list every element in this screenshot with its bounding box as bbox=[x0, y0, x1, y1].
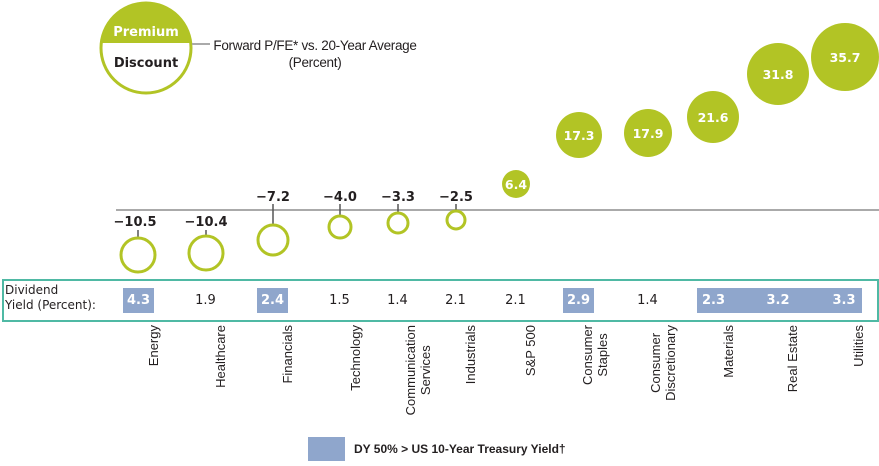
dividend-yield-label-line2: Yield (Percent): bbox=[5, 298, 96, 312]
bubble-materials: 21.6 bbox=[687, 91, 739, 143]
discount-label: Discount bbox=[114, 56, 178, 71]
category-line: Utilities bbox=[851, 325, 866, 367]
dy-cell-real-estate: 3.2 bbox=[730, 288, 826, 313]
category-line: Services bbox=[418, 345, 433, 396]
bubble-healthcare: −10.4 bbox=[185, 215, 228, 272]
bubble-sp500: 6.4 bbox=[502, 170, 530, 198]
category-line: Healthcare bbox=[213, 325, 228, 388]
discount-bubbles: −10.5 −10.4 −7.2 −4.0 −3.3 −2.5 bbox=[114, 190, 473, 274]
dy-cell-healthcare: 1.9 bbox=[195, 293, 216, 308]
bubble-value: −10.5 bbox=[114, 215, 157, 230]
bubble-financials: −7.2 bbox=[256, 190, 290, 257]
highlight-swatch bbox=[308, 437, 345, 461]
dy-cell-energy: 4.3 bbox=[123, 288, 154, 313]
bubble-value: −3.3 bbox=[381, 190, 415, 205]
dy-cell-communication-services: 1.4 bbox=[387, 293, 408, 308]
bubble-consumer-staples: 17.3 bbox=[556, 112, 602, 158]
bubble-value: 21.6 bbox=[698, 110, 729, 125]
highlight-legend: DY 50% > US 10-Year Treasury Yield† bbox=[308, 437, 566, 461]
bubble-value: 17.9 bbox=[633, 126, 664, 141]
category-line: Energy bbox=[146, 325, 161, 367]
dy-cell-technology: 1.5 bbox=[329, 293, 350, 308]
dividend-yield-label: Dividend Yield (Percent): bbox=[5, 283, 96, 313]
category-label-industrials: Industrials bbox=[463, 325, 478, 384]
category-line: Real Estate bbox=[785, 325, 800, 393]
bubble-technology: −4.0 bbox=[323, 190, 357, 240]
premium-label: Premium bbox=[113, 25, 179, 40]
dy-cell-financials: 2.4 bbox=[257, 288, 288, 313]
bubble-value: −2.5 bbox=[439, 190, 473, 205]
bubble-value: 31.8 bbox=[763, 67, 794, 82]
dividend-yield-row bbox=[2, 279, 879, 322]
dy-cell-industrials: 2.1 bbox=[445, 293, 466, 308]
dividend-yield-label-line1: Dividend bbox=[5, 283, 59, 297]
bubble-consumer-discretionary: 17.9 bbox=[624, 109, 672, 157]
chart-title-line1: Forward P/FE* vs. 20-Year Average bbox=[213, 38, 417, 53]
category-line: Discretionary bbox=[663, 325, 678, 401]
bubble-utilities: 35.7 bbox=[811, 23, 879, 91]
category-line: Staples bbox=[595, 333, 610, 377]
bubble-real-estate: 31.8 bbox=[747, 43, 809, 105]
category-line: S&P 500 bbox=[523, 325, 538, 377]
category-line: Consumer bbox=[648, 332, 663, 393]
dy-cell-consumer-discretionary: 1.4 bbox=[637, 293, 658, 308]
category-label-technology: Technology bbox=[348, 325, 363, 391]
bubble-value: −10.4 bbox=[185, 215, 228, 230]
category-line: Financials bbox=[280, 325, 295, 384]
category-label-consumer-staples: Consumer Staples bbox=[580, 325, 610, 385]
category-label-utilities: Utilities bbox=[851, 325, 866, 367]
category-line: Materials bbox=[721, 325, 736, 378]
premium-bubbles: 6.4 17.3 17.9 21.6 31.8 35.7 bbox=[502, 23, 879, 198]
bubble-value: 6.4 bbox=[505, 177, 527, 192]
bubble-industrials: −2.5 bbox=[439, 190, 473, 231]
category-label-consumer-discretionary: Consumer Discretionary bbox=[648, 325, 678, 401]
dy-cell-utilities: 3.3 bbox=[826, 288, 862, 313]
dy-cell-consumer-staples: 2.9 bbox=[563, 288, 594, 313]
bubble-value: −7.2 bbox=[256, 190, 290, 205]
premium-discount-key: Premium Discount bbox=[99, 1, 210, 95]
category-label-communication-services: Communication Services bbox=[403, 325, 433, 415]
chart-title-line2: (Percent) bbox=[288, 55, 342, 70]
category-label-healthcare: Healthcare bbox=[213, 325, 228, 388]
highlight-legend-label: DY 50% > US 10-Year Treasury Yield† bbox=[354, 442, 566, 456]
category-label-real-estate: Real Estate bbox=[785, 325, 800, 392]
dy-cell-materials: 2.3 bbox=[697, 288, 730, 313]
bubble-energy: −10.5 bbox=[114, 215, 157, 274]
category-line: Consumer bbox=[580, 325, 595, 385]
chart-title: Forward P/FE* vs. 20-Year Average (Perce… bbox=[210, 37, 420, 71]
bubble-value: 35.7 bbox=[830, 50, 861, 65]
category-line: Technology bbox=[348, 325, 363, 391]
category-label-sp500: S&P 500 bbox=[523, 325, 538, 376]
dy-cell-sp500: 2.1 bbox=[505, 293, 526, 308]
category-label-financials: Financials bbox=[280, 325, 295, 384]
category-line: Industrials bbox=[463, 325, 478, 385]
category-label-energy: Energy bbox=[146, 325, 161, 366]
category-label-materials: Materials bbox=[721, 325, 736, 378]
bubble-value: −4.0 bbox=[323, 190, 357, 205]
bubble-value: 17.3 bbox=[564, 128, 595, 143]
bubble-communication-services: −3.3 bbox=[381, 190, 415, 235]
category-line: Communication bbox=[403, 325, 418, 416]
